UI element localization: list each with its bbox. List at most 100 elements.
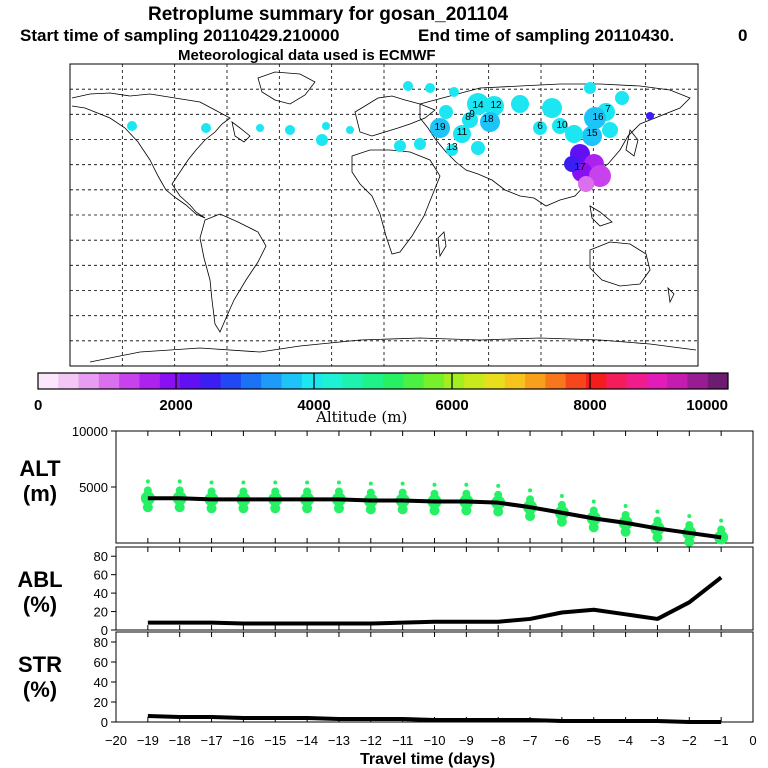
alt-scatter-point: [273, 480, 278, 485]
map-day-label: 13: [446, 142, 458, 153]
x-tick-label: −15: [264, 733, 286, 748]
x-axis-label: Travel time (days): [360, 751, 495, 768]
map-day-label: 16: [592, 112, 604, 123]
plume-spot: [467, 93, 489, 115]
alt-scatter-point: [400, 481, 405, 486]
plume-spot: [462, 112, 478, 128]
colorbar-cell: [240, 373, 262, 389]
alt-scatter-point: [556, 516, 567, 527]
alt-scatter-point: [241, 480, 246, 485]
alt-scatter-point: [397, 504, 408, 515]
colorbar-cell: [403, 373, 425, 389]
y-tick-label: 10000: [72, 424, 108, 439]
plume-spot: [578, 176, 594, 192]
alt-scatter-point: [368, 481, 373, 486]
met-data-label: Meteorological data used is ECMWF: [178, 47, 436, 64]
plume-spot: [414, 138, 426, 150]
map-day-label: 10: [556, 120, 568, 131]
figure-title: Retroplume summary for gosan_201104: [148, 4, 509, 25]
plume-spot: [453, 125, 471, 143]
x-tick-label: −11: [392, 733, 413, 748]
alt-scatter-point: [528, 488, 533, 493]
map-day-label: 15: [586, 128, 598, 139]
colorbar-cell: [504, 373, 526, 389]
plume-spot: [425, 83, 435, 93]
x-tick-label: −7: [523, 733, 538, 748]
colorbar-cell: [606, 373, 628, 389]
plume-spot: [646, 112, 654, 120]
alt-scatter-point: [143, 486, 152, 495]
end-time-value: 0: [738, 26, 747, 45]
alt-scatter-point: [685, 521, 694, 530]
alt-scatter-point: [333, 503, 344, 514]
y-tick-label: 40: [94, 675, 108, 690]
series-line-str: [147, 714, 722, 724]
start-time-label: Start time of sampling 20110429.210000: [20, 26, 339, 45]
plume-spot: [471, 141, 485, 155]
plume-spot: [430, 118, 450, 138]
y-tick-label: 5000: [79, 480, 108, 495]
colorbar-cell: [667, 373, 688, 389]
x-tick-label: −3: [650, 733, 665, 748]
plume-spot: [564, 156, 580, 172]
y-tick-label: 40: [94, 586, 108, 601]
panel-abl: ABL(%) 80 60 40 20 0: [17, 546, 754, 638]
colorbar-tick-label: 4000: [297, 397, 330, 414]
colorbar-cell: [220, 373, 242, 389]
alt-scatter-point: [174, 502, 185, 513]
x-tick-label: −1: [714, 733, 729, 748]
colorbar-cell: [423, 373, 445, 389]
plume-spot: [589, 165, 611, 187]
map-day-label: 8: [465, 112, 471, 123]
plume-spot: [542, 98, 562, 118]
colorbar-cell: [626, 373, 648, 389]
alt-scatter-point: [145, 479, 150, 484]
alt-scatter-point: [430, 489, 439, 498]
plume-spot: [346, 126, 354, 134]
y-tick-label: 80: [94, 635, 108, 650]
alt-scatter-point: [526, 495, 535, 504]
colorbar-cell: [585, 373, 607, 389]
colorbar-cell: [565, 373, 587, 389]
alt-scatter-point: [621, 511, 630, 519]
plume-spot: [582, 126, 602, 146]
colorbar-tick-label: 6000: [435, 397, 468, 414]
alt-scatter-point: [461, 505, 472, 516]
alt-scatter-point: [494, 490, 503, 499]
plume-spot: [584, 107, 606, 129]
panel-alt: ALT(m) 10000 5000: [19, 424, 754, 547]
alt-scatter-point: [303, 487, 312, 496]
series-line-abl: [147, 575, 723, 626]
plume-spot: [602, 122, 618, 138]
map-day-label: 11: [457, 127, 468, 138]
colorbar-tick-label: 2000: [159, 397, 192, 414]
y-tick-label: 20: [94, 695, 108, 710]
x-tick-label: −14: [296, 733, 318, 748]
alt-scatter-point: [336, 480, 341, 485]
plume-spot: [484, 96, 504, 116]
plume-spot: [256, 124, 264, 132]
map-day-label: 18: [482, 114, 494, 125]
x-tick-label: −19: [137, 733, 159, 748]
alt-scatter-point: [209, 480, 214, 485]
alt-scatter-point: [496, 483, 501, 488]
map-day-label: 7: [605, 104, 611, 115]
alt-scatter-point: [687, 514, 692, 519]
plume-spot: [127, 121, 137, 131]
colorbar-cell: [646, 373, 668, 389]
alt-scatter-point: [429, 505, 440, 516]
alt-scatter-point: [557, 500, 566, 509]
colorbar-tick-label: 0: [34, 397, 42, 414]
panel-ylabel: ABL: [17, 567, 62, 592]
plume-spot: [285, 125, 295, 135]
colorbar-cell: [443, 373, 465, 389]
colorbar-cell: [281, 373, 303, 389]
alt-scatter-point: [334, 487, 343, 496]
colorbar-cell: [687, 373, 709, 389]
colorbar-cell: [200, 373, 222, 389]
plume-spot: [394, 140, 406, 152]
colorbar-label: Altitude (m): [315, 408, 407, 426]
colorbar-cell: [362, 373, 384, 389]
y-tick-label: 60: [94, 655, 108, 670]
